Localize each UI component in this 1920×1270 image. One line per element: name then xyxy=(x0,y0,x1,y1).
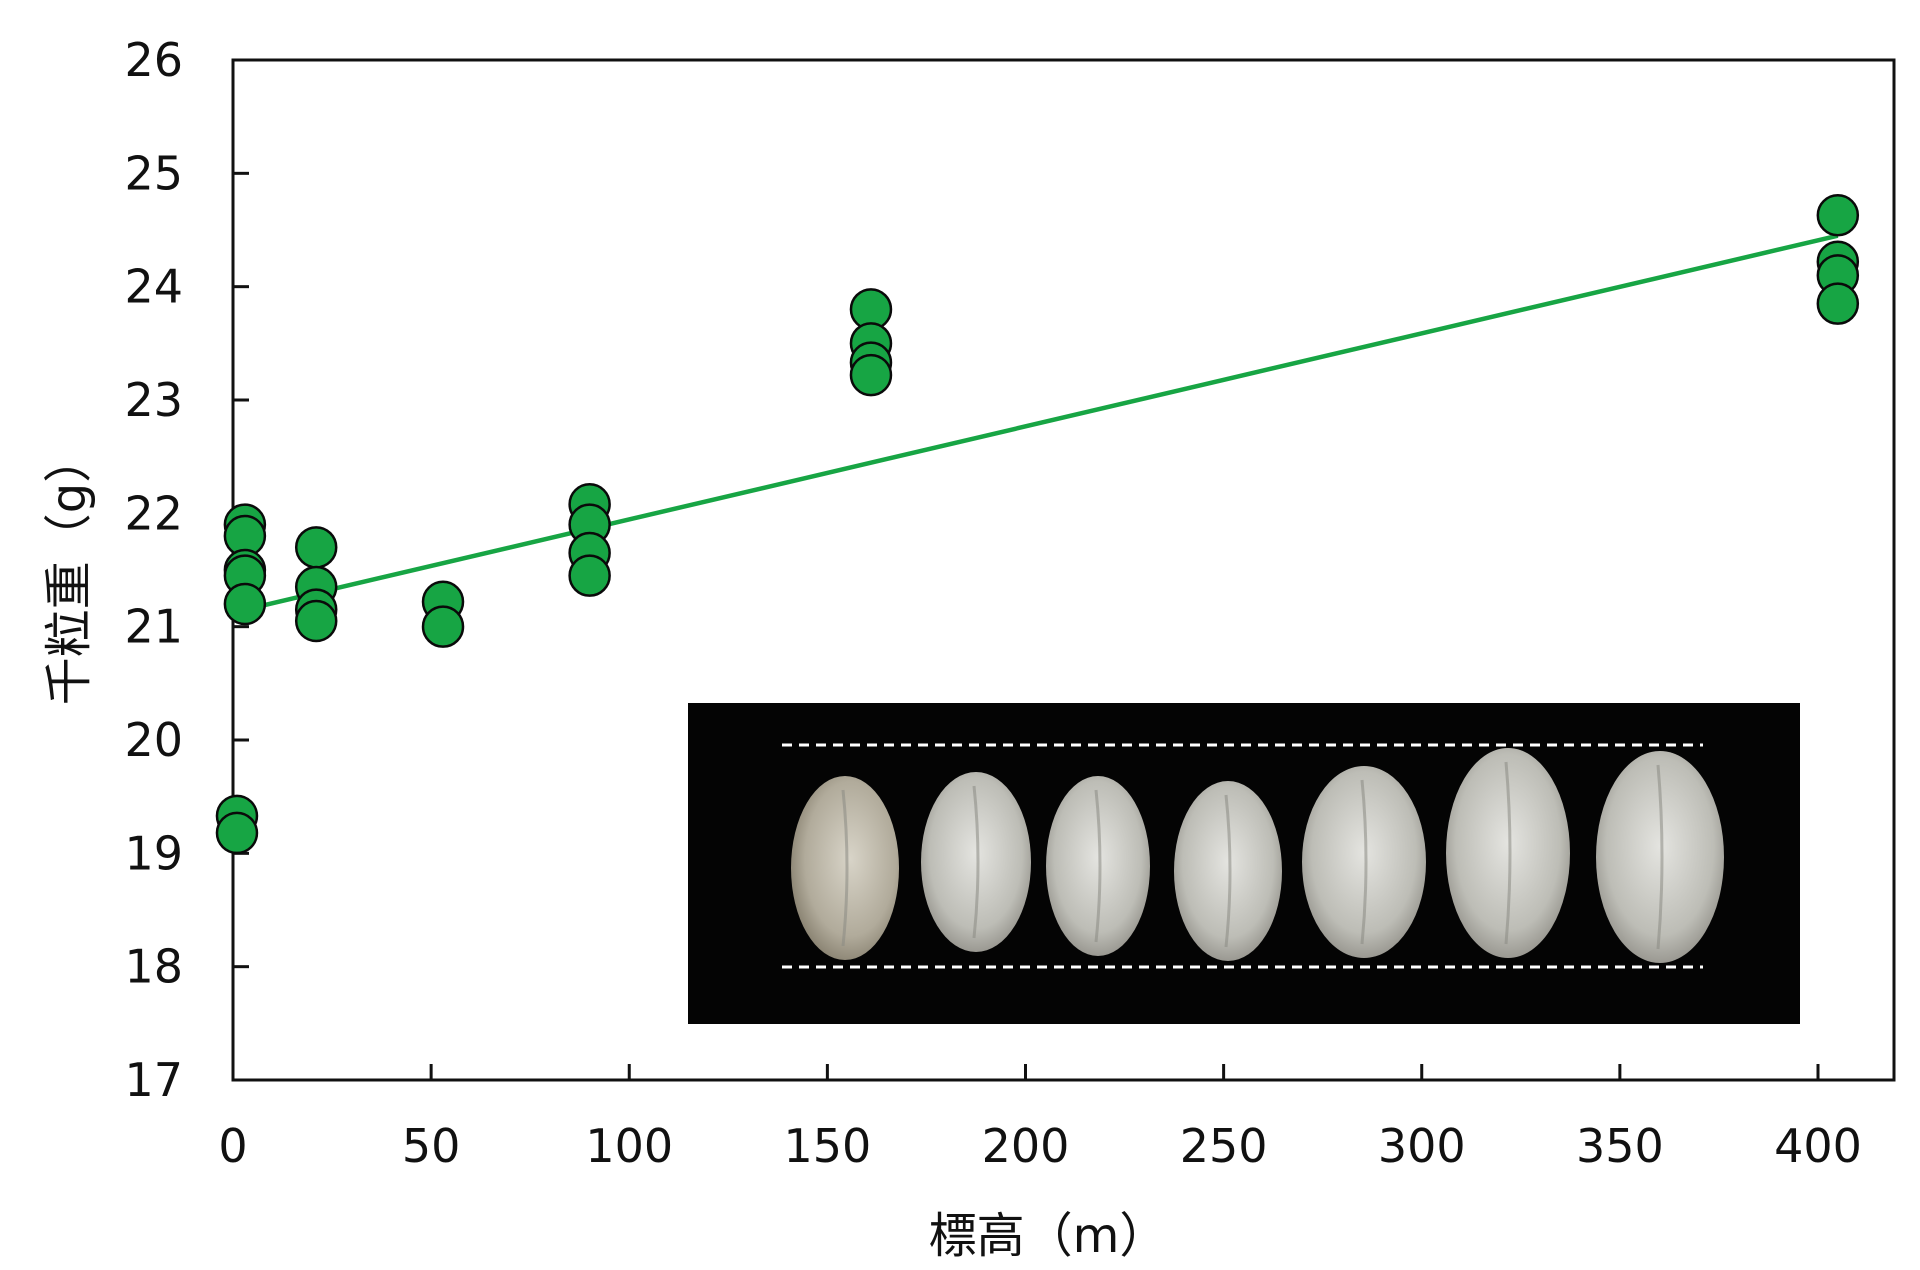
rice-grain xyxy=(1046,776,1150,956)
rice-grain xyxy=(791,776,899,960)
rice-grain-groove xyxy=(1504,761,1512,945)
rice-grain-groove xyxy=(1360,779,1368,945)
x-tick-label: 50 xyxy=(402,1119,461,1173)
data-point xyxy=(568,554,611,597)
y-tick-label: 25 xyxy=(124,146,183,200)
trend-line xyxy=(244,233,1839,612)
y-tick-label: 20 xyxy=(124,713,183,767)
rice-grain xyxy=(1596,751,1724,963)
data-point xyxy=(215,811,259,855)
rice-grain-groove xyxy=(1224,794,1232,948)
rice-grain-groove xyxy=(1656,764,1664,950)
rice-grain xyxy=(921,772,1031,952)
x-tick-label: 200 xyxy=(982,1119,1070,1173)
x-axis: 0 50 100 150 200 250 300 350 400 xyxy=(218,1064,1862,1173)
rice-grain xyxy=(1174,781,1282,961)
data-point xyxy=(223,582,267,626)
y-tick-label: 21 xyxy=(124,600,183,654)
rice-grain xyxy=(1302,766,1426,958)
data-points xyxy=(215,194,1860,855)
y-tick-label: 26 xyxy=(124,33,183,87)
x-tick-label: 400 xyxy=(1774,1119,1862,1173)
y-tick-label: 23 xyxy=(124,373,183,427)
rice-grain xyxy=(1446,748,1570,958)
rice-grain-groove xyxy=(841,789,849,947)
x-tick-label: 300 xyxy=(1378,1119,1466,1173)
data-point xyxy=(1816,194,1860,237)
x-tick-label: 250 xyxy=(1180,1119,1268,1173)
data-point xyxy=(294,526,338,569)
x-tick-label: 350 xyxy=(1576,1119,1664,1173)
y-tick-label: 24 xyxy=(124,260,183,314)
y-axis: 17 18 19 20 21 22 23 24 25 26 xyxy=(124,33,249,1107)
data-point xyxy=(849,353,893,397)
data-point xyxy=(294,599,338,643)
y-axis-label: 千粒重（g） xyxy=(41,435,97,705)
data-point xyxy=(421,605,465,648)
x-tick-label: 0 xyxy=(218,1119,247,1173)
x-tick-label: 100 xyxy=(585,1119,673,1173)
y-tick-label: 17 xyxy=(124,1053,183,1107)
inset-photo xyxy=(688,703,1800,1024)
rice-grain-groove xyxy=(1094,789,1102,943)
y-tick-label: 18 xyxy=(124,940,183,994)
rice-grain-groove xyxy=(972,785,980,939)
y-tick-label: 22 xyxy=(124,486,183,540)
x-axis-label: 標高（m） xyxy=(929,1208,1168,1264)
data-point xyxy=(1816,282,1860,325)
x-tick-label: 150 xyxy=(783,1119,871,1173)
y-tick-label: 19 xyxy=(124,826,183,880)
